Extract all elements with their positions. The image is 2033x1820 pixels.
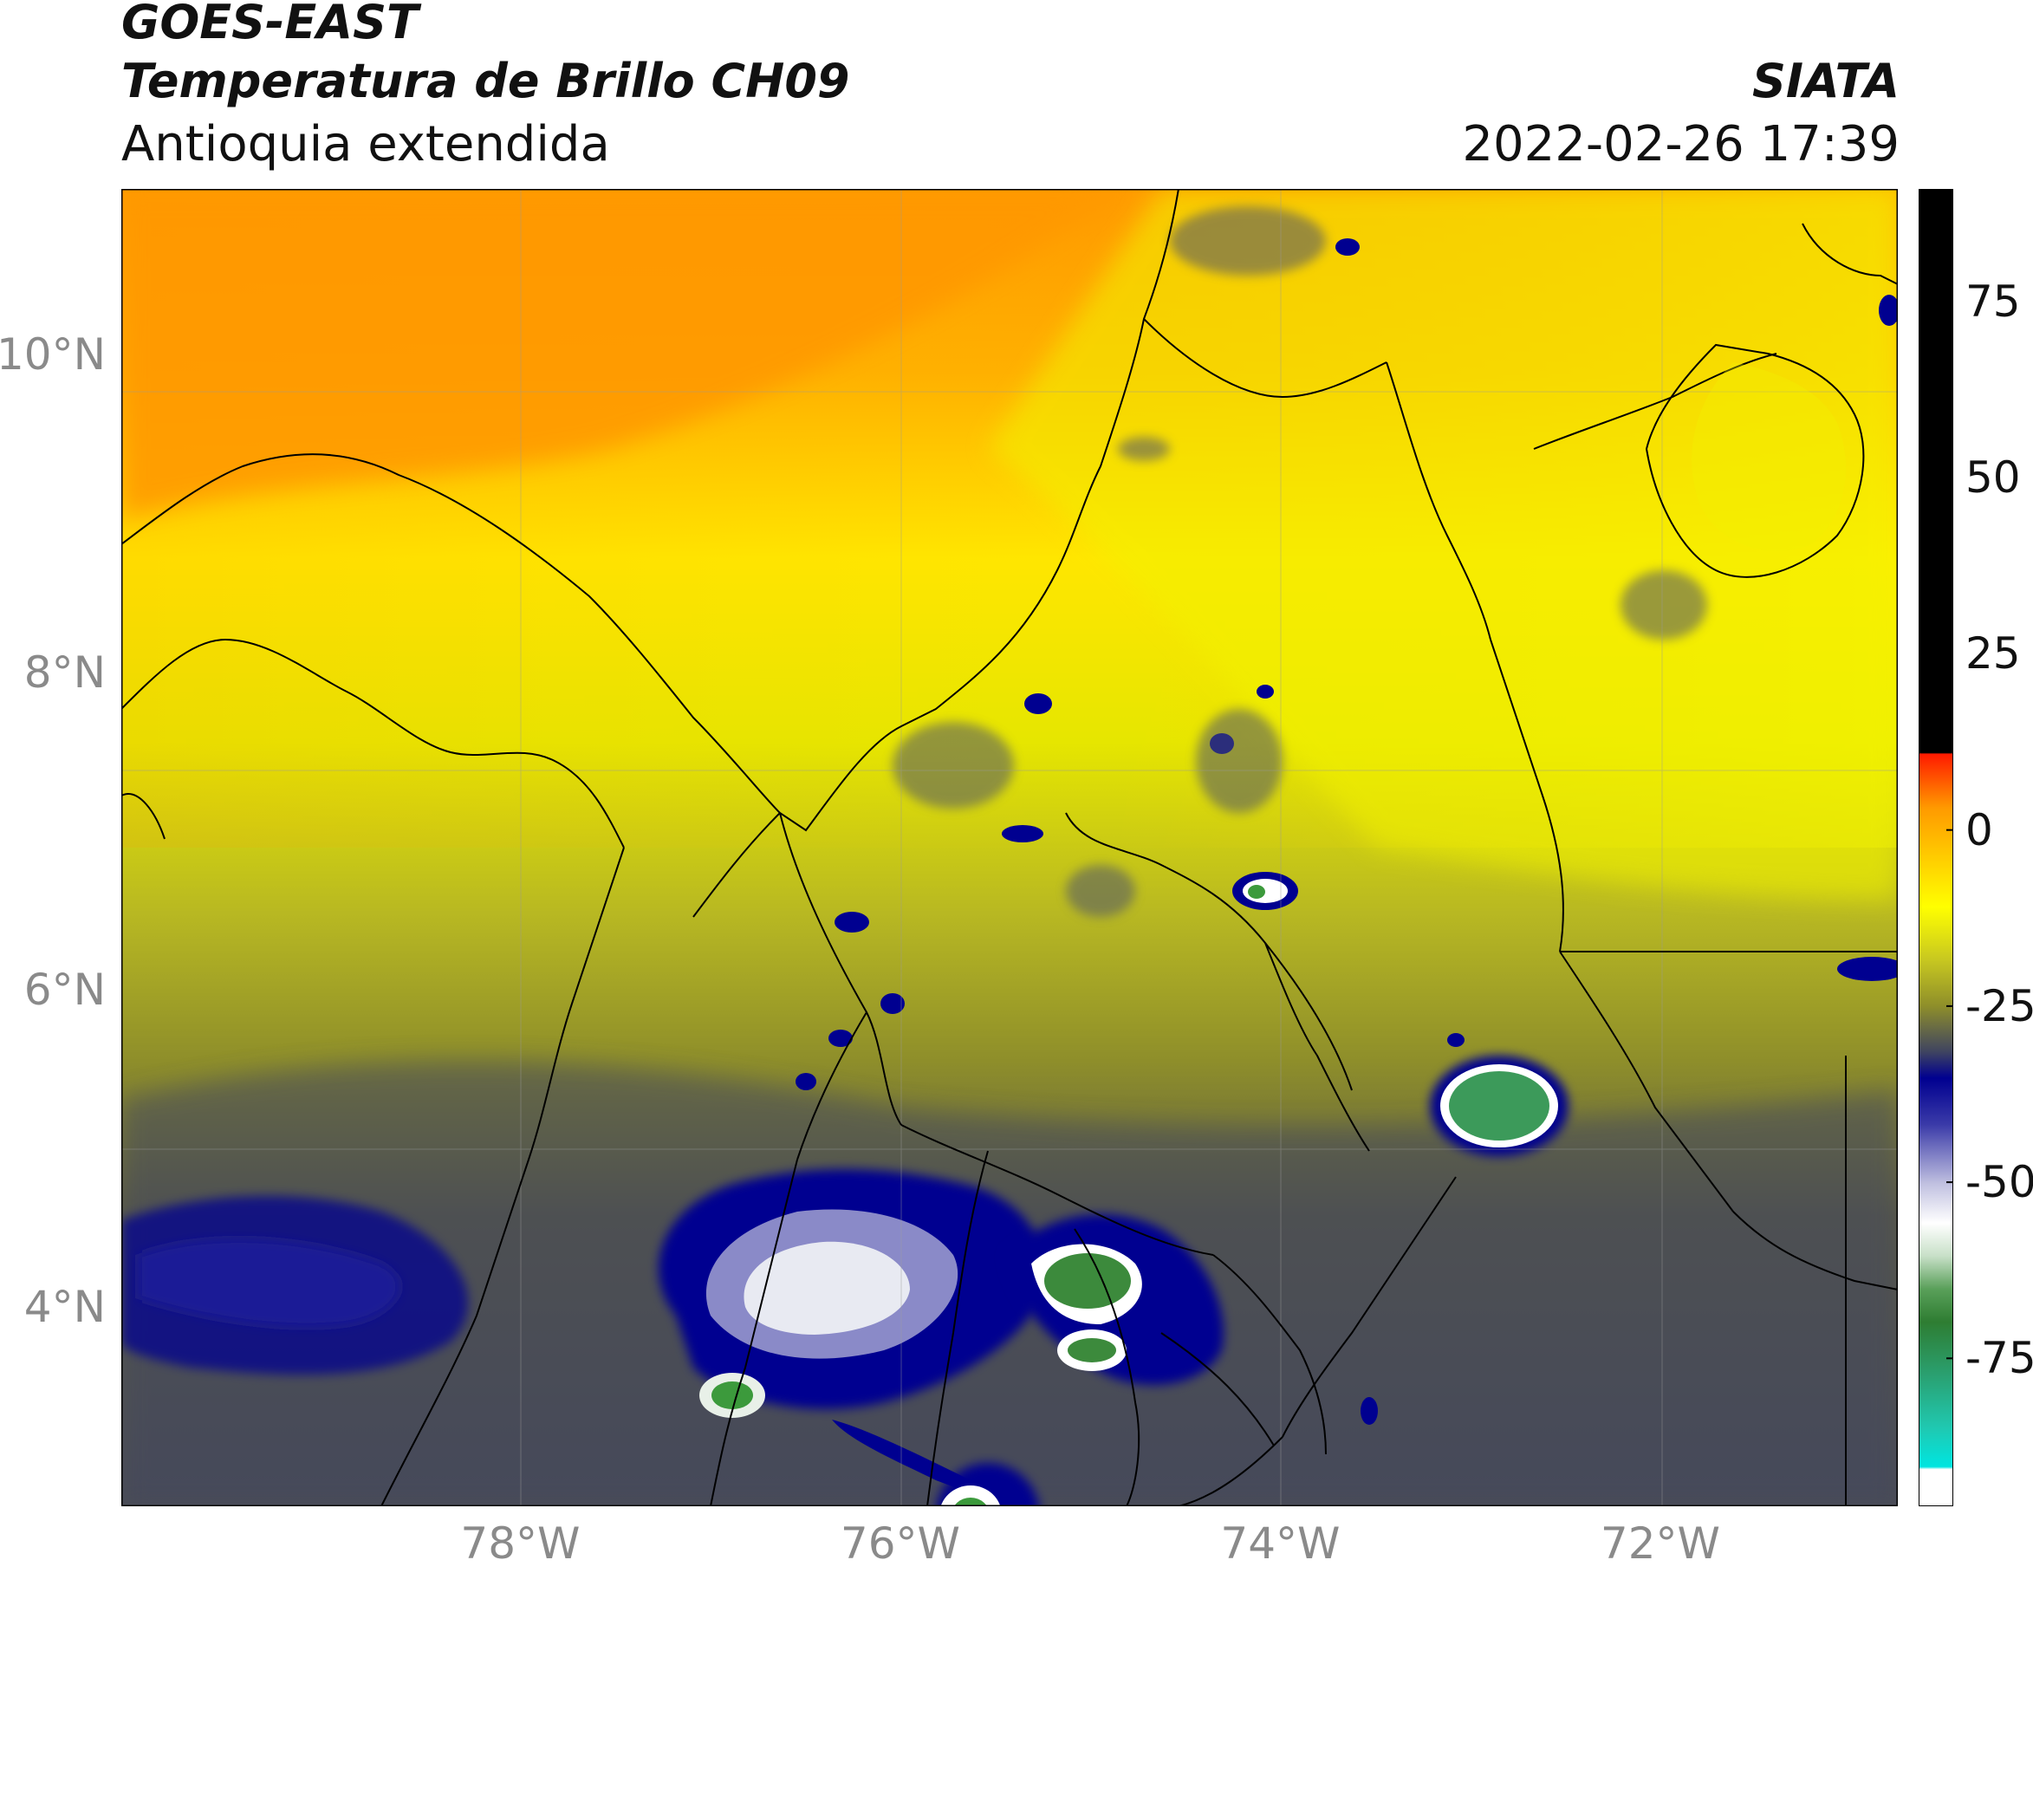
product-title: Temperatura de Brillo CH09 — [121, 54, 850, 108]
latitude-label: 4°N — [23, 1282, 106, 1333]
cloud-shading — [893, 206, 1707, 917]
brightness-temperature-map — [121, 189, 1898, 1506]
longitude-label: 76°W — [840, 1518, 960, 1569]
colorbar-tick-label: -75 — [1965, 1333, 2033, 1384]
timestamp: 2022-02-26 17:39 — [1462, 116, 1900, 172]
colorbar-tick-label: 25 — [1965, 628, 2021, 679]
latitude-label: 6°N — [23, 964, 106, 1015]
colorbar-tick-label: -50 — [1965, 1157, 2033, 1208]
latitude-label: 10°N — [0, 329, 106, 380]
graticule — [121, 189, 1898, 1506]
institution-name: SIATA — [1751, 54, 1900, 108]
longitude-label: 74°W — [1220, 1518, 1341, 1569]
region-name: Antioquia extendida — [121, 116, 610, 172]
latitude-label: 8°N — [23, 647, 106, 698]
colorbar-tick-label: 0 — [1965, 804, 1993, 855]
longitude-label: 72°W — [1600, 1518, 1720, 1569]
colorbar-tick-label: -25 — [1965, 980, 2033, 1031]
colorbar-tick-label: 75 — [1965, 276, 2021, 328]
longitude-label: 78°W — [460, 1518, 581, 1569]
coastlines-and-borders — [121, 189, 1898, 1506]
satellite-name: GOES-EAST — [121, 0, 419, 49]
cold-cloud-sw — [121, 1195, 469, 1375]
colorbar — [1919, 189, 1953, 1506]
small-cells — [796, 238, 1898, 1425]
convective-complex — [659, 1169, 1224, 1506]
colorbar-tick-label: 50 — [1965, 452, 2021, 504]
convective-cell-ne — [1232, 872, 1569, 1156]
lake-maracaibo — [1692, 362, 1846, 551]
